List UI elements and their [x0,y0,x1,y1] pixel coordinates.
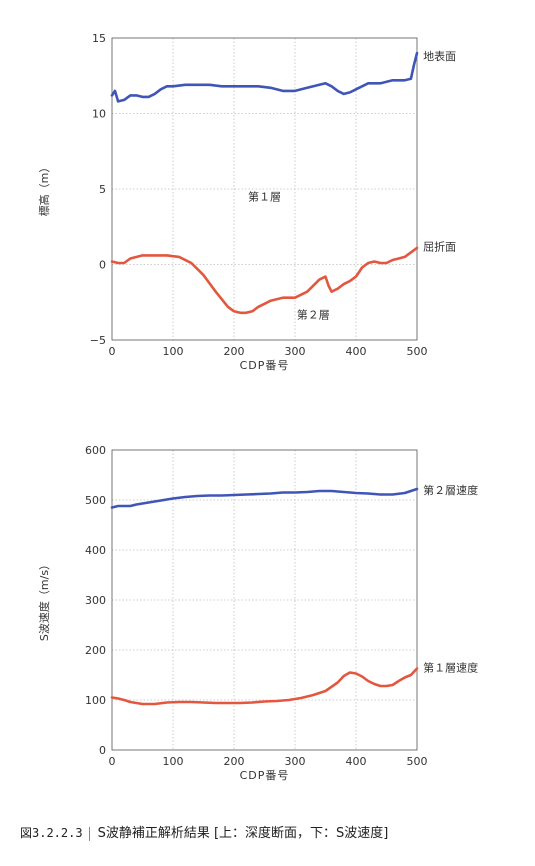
top-xtick-label: 500 [407,345,428,358]
bottom-xtick-label: 300 [285,755,306,768]
top-y-axis-label: 標高（m） [37,162,51,217]
top-annotation-1: 地表面 [423,49,456,63]
bottom-xtick-label: 0 [109,755,116,768]
top-x-axis-label: CDP番号 [240,359,290,372]
bottom-ytick-label: 200 [85,644,106,657]
bottom-ytick-label: 0 [99,744,106,757]
caption-divider [88,826,90,841]
bottom-xtick-label: 400 [346,755,367,768]
top-xtick-label: 100 [163,345,184,358]
bottom-ytick-label: 100 [85,694,106,707]
top-ytick-label: 0 [99,259,106,272]
top-ytick-label: 5 [99,183,106,196]
caption-text: S波静補正解析結果 [上：深度断面，下：S波速度] [97,826,389,841]
top-xtick-label: 300 [285,345,306,358]
bottom-ytick-label: 500 [85,494,106,507]
top-annotation-4: 第２層 [297,307,330,321]
bottom-xtick-label: 200 [224,755,245,768]
bottom-annotation-1: 第２層速度 [423,483,478,497]
bottom-annotation-2: 第１層速度 [423,661,478,675]
top-xtick-label: 400 [346,345,367,358]
top-series-line-2 [110,246,419,315]
bottom-ytick-label: 400 [85,544,106,557]
bottom-ytick-label: 600 [85,444,106,457]
figure-caption: 図3.2.2.3 S波静補正解析結果 [上：深度断面，下：S波速度] [20,822,530,841]
top-ytick-label: 10 [92,108,106,121]
bottom-plot-frame [111,449,418,751]
bottom-y-axis-label: S波速度（m/s） [37,559,51,641]
top-xtick-label: 0 [109,345,116,358]
bottom-x-axis-label: CDP番号 [240,769,290,782]
top-ytick-label: −5 [90,334,106,347]
top-series-line-1 [110,51,419,103]
top-xtick-label: 200 [224,345,245,358]
bottom-series-line-2 [110,667,419,706]
bottom-xtick-label: 100 [163,755,184,768]
top-annotation-2: 屈折面 [423,239,456,253]
figure-charts: 0 100 200 300 400 500−5051015CDP番号標高（m）地表面屈折面… [37,32,478,782]
top-plot-frame [111,37,418,341]
bottom-ytick-label: 300 [85,594,106,607]
caption-number: 図3.2.2.3 [20,826,83,840]
bottom-series-line-1 [110,487,419,509]
bottom-xtick-label: 500 [407,755,428,768]
top-annotation-3: 第１層 [248,190,281,204]
top-ytick-label: 15 [92,32,106,45]
